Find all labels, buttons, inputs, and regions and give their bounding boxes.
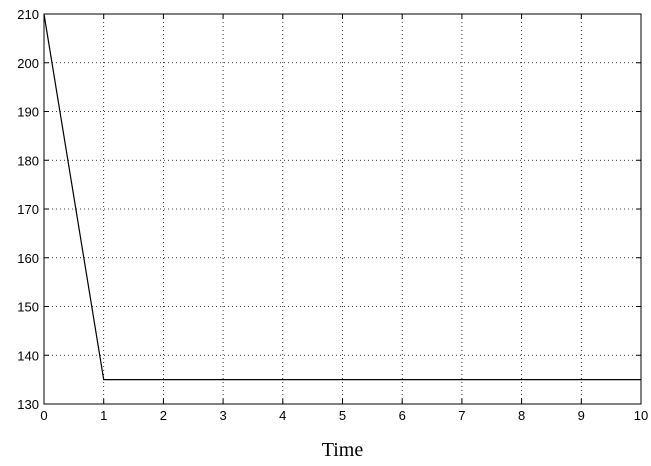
- x-tick-label: 1: [100, 408, 107, 423]
- x-tick-label: 9: [578, 408, 585, 423]
- x-tick-label: 10: [634, 408, 648, 423]
- plot-frame: [44, 14, 641, 404]
- series-group: [44, 14, 641, 380]
- y-tick-label: 210: [17, 7, 39, 22]
- x-tick-label: 2: [160, 408, 167, 423]
- x-tick-label: 0: [40, 408, 47, 423]
- y-tick-labels: 130 140 150 160 170 180 190 200 210: [17, 7, 39, 412]
- x-axis-title: Time: [322, 439, 364, 461]
- y-tick-label: 200: [17, 56, 39, 71]
- x-tick-label: 6: [399, 408, 406, 423]
- x-tick-label: 7: [458, 408, 465, 423]
- y-tick-label: 140: [17, 348, 39, 363]
- y-tick-label: 180: [17, 153, 39, 168]
- y-tick-label: 150: [17, 300, 39, 315]
- x-tick-label: 4: [279, 408, 286, 423]
- y-tick-label: 170: [17, 202, 39, 217]
- series-line: [44, 14, 641, 380]
- y-tick-label: 190: [17, 105, 39, 120]
- grid: [44, 14, 641, 404]
- x-tick-labels: 0 1 2 3 4 5 6 7 8 9 10: [40, 408, 648, 423]
- x-tick-label: 5: [339, 408, 346, 423]
- y-tick-label: 130: [17, 397, 39, 412]
- x-tick-label: 8: [518, 408, 525, 423]
- y-tick-label: 160: [17, 251, 39, 266]
- ticks: [44, 14, 641, 404]
- x-tick-label: 3: [219, 408, 226, 423]
